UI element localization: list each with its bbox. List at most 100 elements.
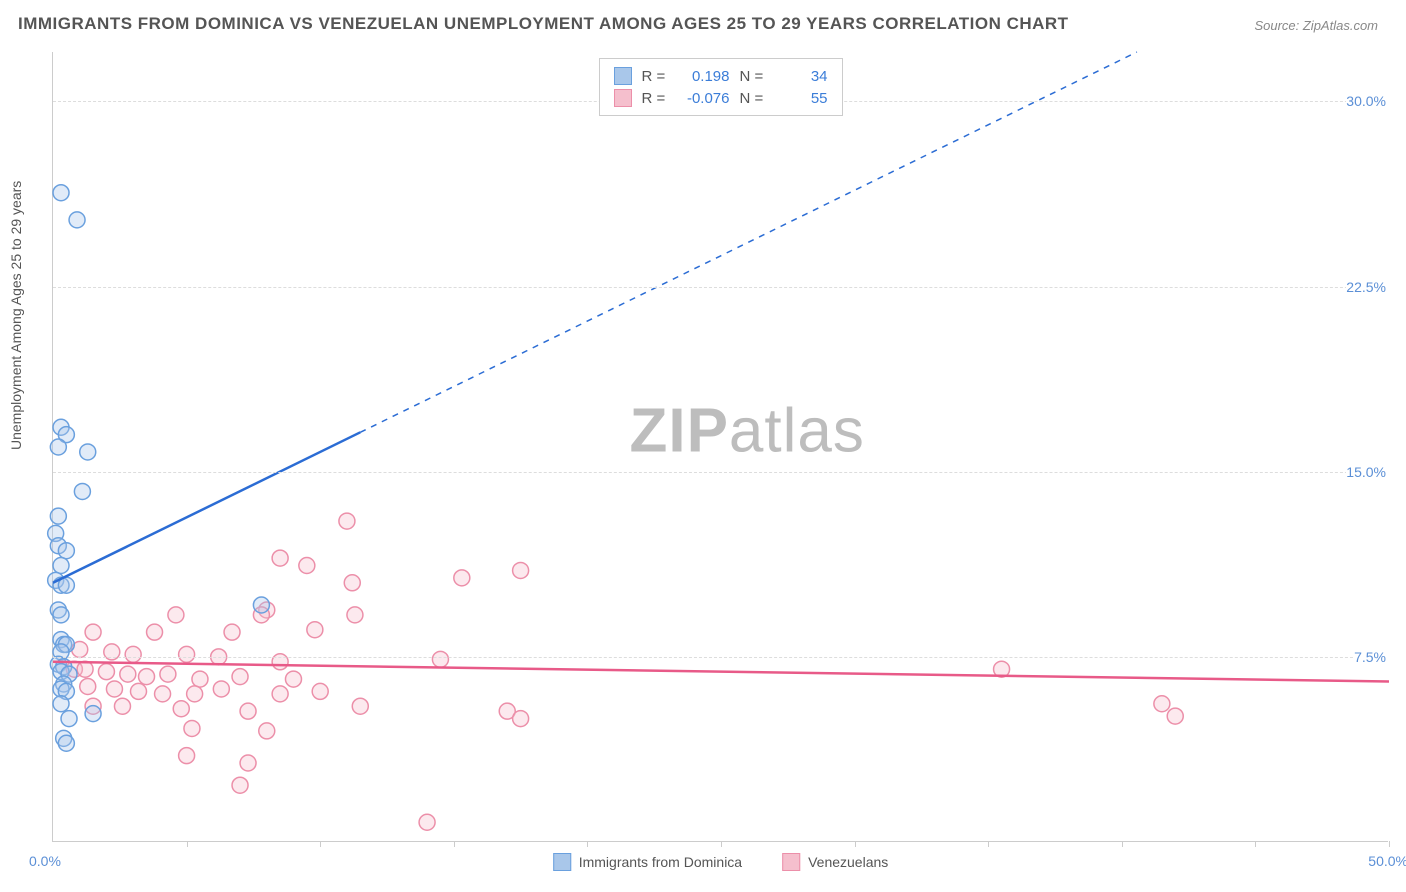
data-point	[259, 723, 275, 739]
data-point	[53, 607, 69, 623]
data-point	[232, 669, 248, 685]
correlation-legend-row: R = 0.198 N = 34	[614, 65, 828, 87]
data-point	[513, 562, 529, 578]
chart-svg	[53, 52, 1388, 841]
gridline	[53, 472, 1388, 473]
data-point	[232, 777, 248, 793]
data-point	[253, 597, 269, 613]
data-point	[120, 666, 136, 682]
data-point	[80, 678, 96, 694]
data-point	[147, 624, 163, 640]
data-point	[179, 748, 195, 764]
x-tick-mark	[587, 841, 588, 847]
data-point	[173, 701, 189, 717]
data-point	[285, 671, 301, 687]
series-legend-label: Venezuelans	[808, 854, 888, 870]
data-point	[106, 681, 122, 697]
data-point	[513, 711, 529, 727]
r-value: 0.198	[680, 68, 730, 85]
series-legend-item: Venezuelans	[782, 853, 888, 871]
y-tick-label: 7.5%	[1354, 649, 1390, 665]
x-tick-mark	[1389, 841, 1390, 847]
data-point	[53, 185, 69, 201]
data-point	[139, 669, 155, 685]
data-point	[131, 683, 147, 699]
x-tick-mark	[988, 841, 989, 847]
data-point	[299, 558, 315, 574]
data-point	[419, 814, 435, 830]
gridline	[53, 287, 1388, 288]
data-point	[432, 651, 448, 667]
data-point	[74, 483, 90, 499]
data-point	[61, 711, 77, 727]
data-point	[69, 212, 85, 228]
r-label: R =	[642, 90, 670, 107]
data-point	[240, 755, 256, 771]
data-point	[114, 698, 130, 714]
r-value: -0.076	[680, 90, 730, 107]
data-point	[160, 666, 176, 682]
data-point	[125, 646, 141, 662]
data-point	[1167, 708, 1183, 724]
x-axis-max-label: 50.0%	[1368, 853, 1406, 869]
data-point	[85, 706, 101, 722]
n-label: N =	[740, 90, 768, 107]
y-tick-label: 30.0%	[1346, 93, 1390, 109]
data-point	[98, 664, 114, 680]
data-point	[272, 550, 288, 566]
data-point	[58, 735, 74, 751]
x-tick-mark	[1122, 841, 1123, 847]
data-point	[155, 686, 171, 702]
plot-area: ZIPatlas R = 0.198 N = 34 R = -0.076 N =…	[52, 52, 1388, 842]
data-point	[347, 607, 363, 623]
x-tick-mark	[320, 841, 321, 847]
data-point	[272, 686, 288, 702]
data-point	[53, 558, 69, 574]
series-legend-label: Immigrants from Dominica	[579, 854, 742, 870]
data-point	[50, 439, 66, 455]
data-point	[454, 570, 470, 586]
x-axis-min-label: 0.0%	[29, 853, 61, 869]
x-tick-mark	[855, 841, 856, 847]
data-point	[184, 720, 200, 736]
trend-line	[53, 432, 360, 582]
source-attribution: Source: ZipAtlas.com	[1254, 18, 1378, 33]
data-point	[307, 622, 323, 638]
n-value: 34	[778, 68, 828, 85]
x-tick-mark	[454, 841, 455, 847]
data-point	[240, 703, 256, 719]
data-point	[192, 671, 208, 687]
legend-swatch-pink	[614, 89, 632, 107]
data-point	[187, 686, 203, 702]
legend-swatch-blue	[553, 853, 571, 871]
n-value: 55	[778, 90, 828, 107]
y-tick-label: 22.5%	[1346, 279, 1390, 295]
series-legend: Immigrants from Dominica Venezuelans	[553, 853, 889, 871]
gridline	[53, 657, 1388, 658]
data-point	[312, 683, 328, 699]
legend-swatch-blue	[614, 67, 632, 85]
correlation-legend: R = 0.198 N = 34 R = -0.076 N = 55	[599, 58, 843, 116]
data-point	[179, 646, 195, 662]
correlation-legend-row: R = -0.076 N = 55	[614, 87, 828, 109]
data-point	[213, 681, 229, 697]
x-tick-mark	[1255, 841, 1256, 847]
data-point	[339, 513, 355, 529]
data-point	[224, 624, 240, 640]
data-point	[80, 444, 96, 460]
trend-line	[53, 662, 1389, 682]
data-point	[344, 575, 360, 591]
data-point	[53, 696, 69, 712]
x-tick-mark	[721, 841, 722, 847]
r-label: R =	[642, 68, 670, 85]
y-tick-label: 15.0%	[1346, 464, 1390, 480]
data-point	[352, 698, 368, 714]
legend-swatch-pink	[782, 853, 800, 871]
data-point	[85, 624, 101, 640]
data-point	[50, 508, 66, 524]
data-point	[1154, 696, 1170, 712]
data-point	[168, 607, 184, 623]
n-label: N =	[740, 68, 768, 85]
data-point	[58, 543, 74, 559]
series-legend-item: Immigrants from Dominica	[553, 853, 742, 871]
